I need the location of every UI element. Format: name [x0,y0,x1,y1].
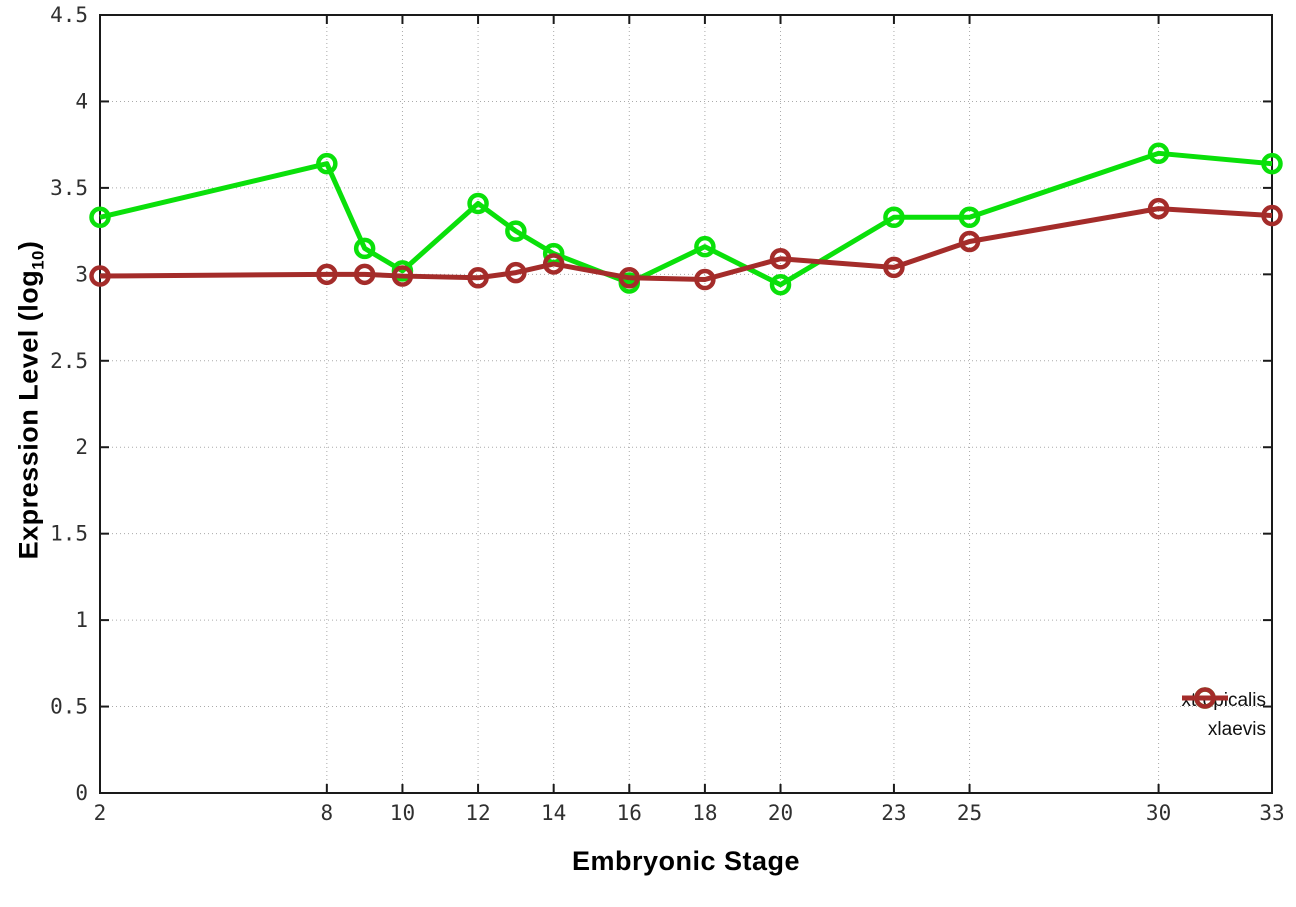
x-tick-label: 12 [465,801,490,825]
plot-border [99,14,1273,794]
y-axis-title-text: Expression Level (log [13,269,44,560]
series-xlaevis-point [958,230,981,253]
series-xtropicalis-point [467,192,489,215]
series-xtropicalis-point [353,237,376,260]
series-xlaevis-point [1147,197,1170,220]
x-tick-label: 2 [94,801,107,825]
series-xtropicalis-point [958,206,981,229]
y-tick-label: 4 [75,89,88,113]
series-xlaevis-point [505,261,527,284]
series-xtropicalis-point [694,235,716,258]
y-tick-label: 3.5 [50,176,88,200]
x-tick-label: 20 [768,801,793,825]
x-axis-title: Embryonic Stage [571,846,801,876]
legend-label: xlaevis [1207,718,1266,740]
series-xlaevis-line [99,206,1273,283]
y-tick-label: 0.5 [50,695,88,719]
series-xlaevis-point [883,256,905,279]
series-xtropicalis-point [316,152,338,175]
legend-item-xlaevis: xlaevis [1181,687,1266,744]
series-xlaevis-point [391,265,414,287]
x-tick-label: 30 [1146,801,1171,825]
series-xlaevis-point [316,263,338,286]
series-xlaevis-point [89,265,111,287]
y-tick-label: 2 [75,435,88,459]
series-xlaevis-point [618,267,641,289]
x-tick-label: 33 [1259,801,1284,825]
x-tick-label: 18 [692,801,717,825]
y-tick-label: 1.5 [50,522,88,546]
x-tick-label: 16 [617,801,642,825]
y-axis-title-close: ) [13,240,44,251]
series-xlaevis-point [1261,204,1283,227]
series-xtropicalis-point [505,220,527,242]
series-xtropicalis-point [1261,152,1283,175]
x-tick-label: 14 [541,801,566,825]
series-xlaevis-point [467,267,489,289]
series-xlaevis-point [694,268,716,291]
y-axis-title: Expression Level (log10) [13,241,48,560]
y-tick-label: 3 [75,262,88,286]
x-tick-label: 25 [957,801,982,825]
x-tick-label: 8 [321,801,334,825]
series-xtropicalis-point [1147,142,1170,165]
y-axis-title-subscript: 10 [28,250,48,270]
y-tick-label: 4.5 [50,3,88,27]
legend-marker-xlaevis-icon [1181,687,1228,709]
y-tick-label: 0 [75,781,88,805]
series-xtropicalis-point [89,206,111,229]
y-tick-label: 2.5 [50,349,88,373]
series-xlaevis-point [542,253,565,275]
series-xlaevis-point [353,263,376,286]
series-xtropicalis-point [883,206,905,229]
legend: xtropicalis xlaevis [1181,686,1266,744]
series-xtropicalis-point [769,273,792,296]
y-tick-label: 1 [75,608,88,632]
series-xlaevis-point [769,248,792,270]
x-tick-label: 23 [881,801,906,825]
x-tick-label: 10 [390,801,415,825]
